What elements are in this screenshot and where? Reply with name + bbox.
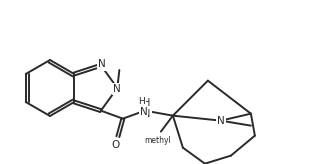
Text: H
N: H N bbox=[143, 98, 151, 119]
Text: H: H bbox=[139, 97, 145, 106]
Text: N: N bbox=[217, 116, 225, 126]
Text: O: O bbox=[112, 140, 120, 150]
Text: N: N bbox=[140, 107, 148, 117]
Text: N: N bbox=[113, 84, 121, 94]
Text: N: N bbox=[98, 59, 106, 69]
Text: methyl: methyl bbox=[144, 136, 171, 145]
